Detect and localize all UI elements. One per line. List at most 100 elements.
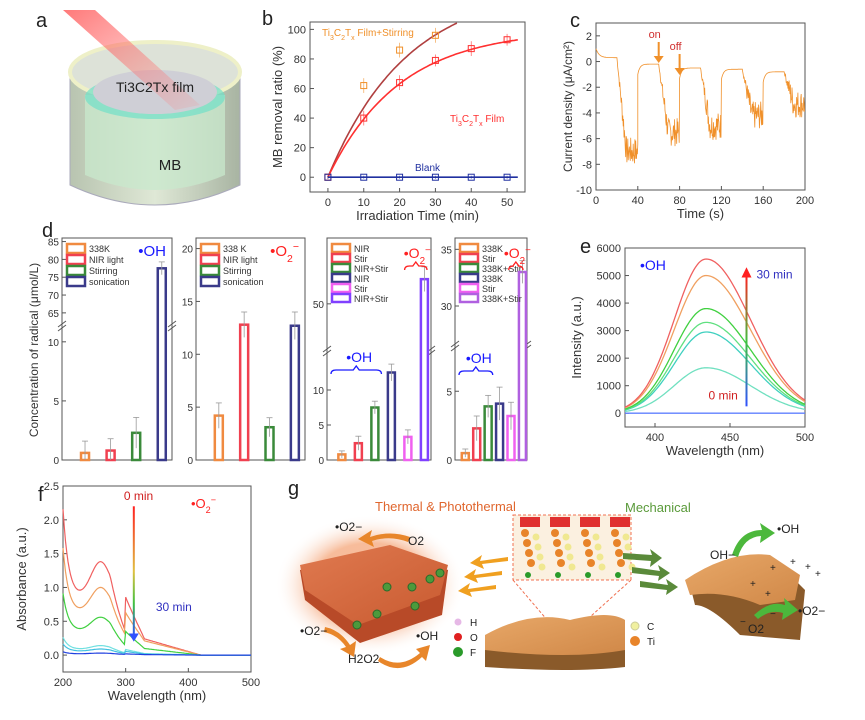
- absorbance-0: [62, 509, 251, 656]
- y-axis-label: MB removal ratio (%): [270, 46, 285, 168]
- x-tick-label: 500: [242, 677, 260, 689]
- c-atom: [596, 553, 604, 561]
- legend-swatch: [458, 272, 480, 284]
- x-axis-label: Irradiation Time (min): [356, 208, 479, 223]
- x-tick-label: 160: [754, 195, 772, 207]
- plot-frame: [595, 22, 806, 191]
- legend-h-icon: [454, 618, 462, 626]
- x-tick-label: 400: [179, 677, 197, 689]
- y-axis-label: Current density (μA/cm²): [561, 41, 575, 172]
- o2-brace-icon: [403, 260, 428, 271]
- y-tick-label: 80: [294, 54, 306, 66]
- chart-d: Concentration of radical (μmol/L) 0 5 10 65 7…: [27, 237, 532, 467]
- chart-b: 0 20 40 60 80 100 0 10 20 30 40 50 Irradiation Time …: [270, 21, 526, 223]
- annotation-on: on: [649, 29, 661, 41]
- svg-text:+: +: [815, 569, 821, 580]
- legend-c-label: C: [647, 622, 654, 633]
- y-tick-label: 6000: [597, 243, 621, 255]
- fit-line-0: [327, 22, 458, 178]
- svg-text:+: +: [790, 557, 796, 568]
- ti-atom: [587, 559, 595, 567]
- c-atom: [532, 533, 540, 541]
- ti-atom: [527, 559, 535, 567]
- x-tick-label: 0: [593, 195, 599, 207]
- spectrum-6: [624, 258, 806, 408]
- legend-swatch: [199, 242, 221, 255]
- panel-a-illustration: Ti3C2Tx film MB: [63, 10, 242, 206]
- legend-c-icon: [630, 621, 640, 631]
- bar: [419, 277, 430, 462]
- bar: [289, 324, 301, 462]
- legend-ti-icon: [630, 636, 640, 646]
- panel-label-d: d: [42, 220, 54, 242]
- time-arrow: [132, 506, 135, 637]
- data-point: [431, 173, 439, 181]
- x-tick-label: 400: [646, 432, 664, 444]
- legend-label: Stir: [482, 254, 496, 264]
- legend-swatch: [330, 292, 352, 304]
- y-axis-label: Absorbance (a.u.): [14, 527, 29, 630]
- oh-brace-icon: [330, 364, 383, 375]
- legend-label: sonication: [89, 277, 130, 287]
- legend-label: NIR+Stir: [354, 294, 388, 304]
- ti-atom: [617, 559, 625, 567]
- legend-ti-label: Ti: [647, 637, 655, 648]
- y-tick-label: 5: [53, 397, 59, 408]
- panel-label-c: c: [570, 10, 580, 32]
- svg-text:+: +: [805, 562, 811, 573]
- c-atom: [568, 563, 576, 571]
- mechanical-arrows: [623, 549, 678, 595]
- o2-tag: •O2−: [504, 245, 531, 267]
- legend-swatch: [65, 242, 87, 255]
- spectrum-5: [624, 274, 806, 409]
- axis-break-icon: [167, 320, 177, 332]
- y-tick-label: 10: [313, 386, 325, 397]
- radical-tag: •O2−: [270, 241, 299, 265]
- electron-dots: [352, 568, 445, 630]
- spectrum-2: [624, 331, 806, 411]
- legend-swatch: [330, 262, 352, 274]
- y-tick-label: 2: [586, 31, 592, 43]
- panel-label-a: a: [36, 10, 48, 32]
- x-axis-label: Wavelength (nm): [666, 443, 765, 458]
- c-atom: [534, 543, 542, 551]
- f-atom: [555, 572, 561, 578]
- x-tick-label: 500: [796, 432, 814, 444]
- start-time-label: 0 min: [709, 388, 738, 402]
- o2-brace-icon: [508, 260, 524, 271]
- o-atom-row: [610, 517, 630, 527]
- y-tick-label: 20: [294, 143, 306, 155]
- y-tick-label: 35: [441, 245, 453, 256]
- oh-tag: •OH: [346, 349, 372, 365]
- ti-atom: [613, 539, 621, 547]
- y-tick-label: 0: [318, 456, 324, 467]
- svg-text:+: +: [750, 579, 756, 590]
- y-tick-label: -10: [576, 185, 592, 197]
- y-tick-label: 1000: [597, 381, 621, 393]
- label-h2o2: H2O2: [348, 652, 380, 666]
- atom-legend-left: H O F: [453, 618, 478, 659]
- legend-f-label: F: [470, 648, 476, 659]
- c-atom: [624, 543, 632, 551]
- legend-label: NIR: [354, 244, 370, 254]
- ti-atom: [611, 529, 619, 537]
- y-tick-label: 2.0: [44, 515, 59, 527]
- chart-f: 0.0 0.5 1.0 1.5 2.0 2.5 200 300 400 500 Wavelength…: [14, 481, 260, 703]
- label-o2-radical-left: •O2−: [300, 624, 327, 638]
- data-point: [396, 173, 404, 181]
- annotation-film: Ti3C2Tx Film: [450, 114, 504, 128]
- c-atom: [564, 543, 572, 551]
- x-tick-label: 120: [712, 195, 730, 207]
- legend-label: Stirring: [89, 266, 118, 276]
- label-o2-radical-right: •O2−: [798, 604, 825, 618]
- plot-frame: [624, 247, 806, 428]
- legend-o-label: O: [470, 633, 478, 644]
- time-arrowhead-icon: [741, 267, 752, 278]
- y-tick-label: 1.0: [44, 582, 59, 594]
- panel-label-g: g: [288, 478, 300, 500]
- annotation-blank: Blank: [415, 163, 441, 174]
- legend-swatch: [65, 275, 87, 288]
